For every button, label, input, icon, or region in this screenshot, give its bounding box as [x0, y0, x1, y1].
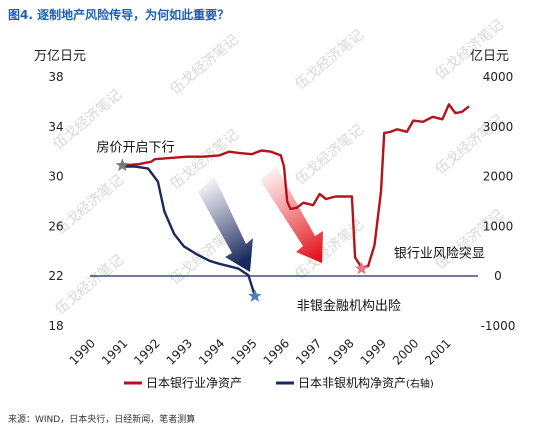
right-axis-tick-label: 0	[494, 269, 502, 283]
chart-annotation: 非银金融机构出险	[297, 298, 401, 314]
left-axis-ticks: 38 34 30 26 22 18	[48, 70, 63, 333]
right-axis-tick-label: 4000	[483, 70, 514, 84]
x-axis-tick-label: 1995	[228, 336, 259, 367]
legend-label-nonbanks-main: 日本非银机构净资产	[298, 375, 406, 390]
series-line-nonbanks	[121, 165, 257, 298]
x-axis-ticks: 1990 1991 1992 1993 1994 1995 1996 1997 1998 1999…	[67, 336, 454, 367]
left-axis-unit: 万亿日元	[34, 49, 86, 64]
right-axis-unit: 亿日元	[470, 49, 509, 64]
star-marker	[115, 158, 129, 172]
x-axis-tick-label: 2000	[390, 336, 421, 367]
figure-title: 图4. 逐制地产风险传导，为何如此重要？	[8, 8, 230, 22]
navy-gradient-arrow	[198, 176, 253, 272]
series-layer	[121, 103, 470, 298]
left-axis-tick-label: 34	[48, 120, 63, 134]
watermark-text: 伍戈经济笔记	[167, 32, 242, 98]
left-axis-tick-label: 22	[48, 269, 63, 283]
legend-label-nonbanks: 日本非银机构净资产(右轴)	[298, 375, 434, 390]
series-line-banks	[121, 103, 470, 269]
right-axis-tick-label: -1000	[481, 319, 516, 333]
watermark-text: 伍戈经济笔记	[292, 27, 367, 93]
star-marker	[354, 261, 369, 275]
x-axis-tick-label: 1991	[99, 336, 130, 367]
source-note: 来源：WIND，日本央行，日经新闻，笔者测算	[8, 415, 196, 425]
left-axis-tick-label: 30	[48, 170, 63, 184]
right-axis-tick-label: 1000	[483, 219, 514, 233]
red-gradient-arrow	[260, 166, 323, 263]
x-axis-tick-label: 1990	[67, 336, 98, 367]
x-axis-tick-label: 1998	[325, 336, 356, 367]
x-axis-tick-label: 1993	[164, 336, 195, 367]
marker-layer	[115, 158, 369, 302]
chart-annotation: 银行业风险突显	[394, 246, 485, 262]
x-axis-tick-label: 1997	[293, 336, 324, 367]
right-axis-ticks: 4000 3000 2000 1000 0 -1000	[481, 70, 516, 333]
x-axis-tick-label: 1996	[261, 336, 292, 367]
legend-label-banks: 日本银行业净资产	[146, 376, 242, 390]
legend: 日本银行业净资产 日本非银机构净资产(右轴)	[124, 375, 434, 390]
x-axis-tick-label: 2001	[422, 336, 453, 367]
chart-annotation: 房价开启下行	[96, 140, 174, 156]
watermark-text: 伍戈经济笔记	[167, 127, 242, 193]
watermark-text: 伍戈经济笔记	[52, 252, 127, 318]
x-axis-tick-label: 1994	[196, 336, 227, 367]
x-axis-tick-label: 1992	[131, 336, 162, 367]
star-marker	[248, 289, 262, 302]
left-axis-tick-label: 18	[48, 319, 63, 333]
x-axis-tick-label: 1999	[358, 336, 389, 367]
left-axis-tick-label: 38	[48, 70, 63, 84]
watermark-text: 伍戈经济笔记	[432, 207, 507, 273]
left-axis-tick-label: 26	[48, 219, 63, 233]
watermark-text: 伍戈经济笔记	[292, 122, 367, 188]
legend-label-nonbanks-suffix: (右轴)	[406, 377, 434, 390]
right-axis-tick-label: 3000	[483, 120, 514, 134]
right-axis-tick-label: 2000	[483, 170, 514, 184]
